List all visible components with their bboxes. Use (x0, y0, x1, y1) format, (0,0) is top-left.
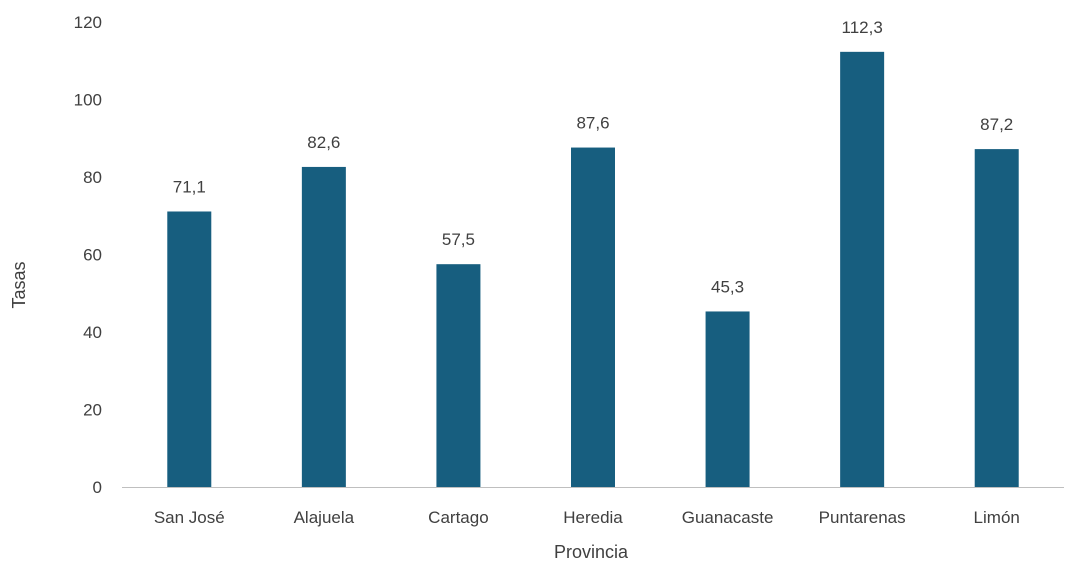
bar (705, 311, 750, 487)
data-label: 71,1 (173, 177, 206, 196)
bar (167, 211, 212, 488)
data-label: 57,5 (442, 230, 475, 249)
bar (571, 147, 615, 488)
data-label: 45,3 (711, 277, 744, 296)
y-tick-label: 100 (74, 91, 102, 110)
x-tick-label: Heredia (563, 508, 623, 527)
y-tick-label: 40 (83, 323, 102, 342)
x-tick-label: Alajuela (294, 508, 355, 527)
data-label: 87,6 (576, 114, 609, 133)
x-tick-label: Guanacaste (682, 508, 774, 527)
y-tick-label: 0 (93, 478, 102, 497)
data-label: 112,3 (842, 18, 883, 37)
y-tick-label: 120 (74, 13, 102, 32)
x-tick-label: Limón (974, 508, 1020, 527)
data-labels: 71,1 82,6 57,5 87,6 45,3 112,3 87,2 (173, 18, 1014, 297)
y-axis-title: Tasas (9, 261, 29, 308)
x-tick-label: Cartago (428, 508, 488, 527)
x-axis-title: Provincia (554, 542, 629, 562)
bar (301, 166, 346, 488)
bar (974, 149, 1019, 487)
y-tick-label: 80 (83, 168, 102, 187)
x-tick-label: Puntarenas (819, 508, 906, 527)
x-axis-ticks: San José Alajuela Cartago Heredia Guanacaste… (154, 508, 1020, 527)
x-tick-label: San José (154, 508, 225, 527)
y-tick-label: 20 (83, 401, 102, 420)
bar (840, 51, 885, 488)
y-tick-label: 60 (83, 246, 102, 265)
data-label: 87,2 (980, 115, 1013, 134)
y-axis-ticks: 0 20 40 60 80 100 120 (74, 13, 102, 497)
bars (167, 51, 1019, 488)
data-label: 82,6 (307, 133, 340, 152)
bar (436, 264, 481, 487)
